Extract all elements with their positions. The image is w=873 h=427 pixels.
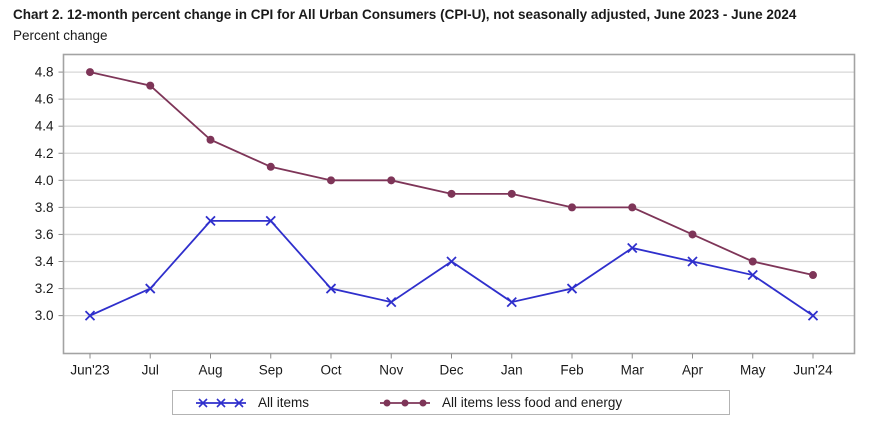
dot-marker-icon — [86, 68, 94, 77]
dot-marker-icon — [387, 176, 396, 185]
y-tick-label-3.8: 3.8 — [35, 200, 54, 215]
x-tick-label-2: Aug — [198, 363, 222, 378]
y-tick-label-3.6: 3.6 — [35, 227, 54, 242]
y-tick-label-4.2: 4.2 — [35, 146, 54, 161]
dot-marker-icon — [266, 162, 275, 171]
x-marker-icon — [265, 215, 276, 227]
series-line — [89, 71, 814, 276]
y-tick-label-4.4: 4.4 — [35, 119, 54, 134]
dot-marker-icon — [401, 399, 409, 406]
y-tick-label-3.2: 3.2 — [35, 281, 54, 296]
plot-frame — [62, 53, 856, 355]
y-tick-label-3.4: 3.4 — [35, 254, 54, 269]
y-axis-unit-label: Percent change — [13, 28, 108, 43]
dot-marker-icon — [568, 203, 576, 212]
legend-item-core: All items less food and energy — [379, 395, 622, 410]
x-tick-label-4: Oct — [320, 363, 341, 378]
dot-marker-icon — [809, 271, 817, 280]
y-tick-label-4.8: 4.8 — [35, 65, 54, 80]
y-tick-label-3.0: 3.0 — [35, 308, 54, 323]
legend-swatch-svg — [380, 399, 431, 406]
legend-item-all-items: All items — [195, 395, 309, 410]
dot-marker-icon — [507, 189, 516, 198]
x-tick-label-5: Nov — [379, 363, 403, 378]
dot-marker-icon — [447, 189, 456, 198]
legend-marker-all-items-icon — [195, 396, 247, 410]
x-marker-icon — [807, 310, 819, 321]
x-marker-icon — [506, 296, 517, 308]
x-tick-label-9: Mar — [621, 363, 645, 378]
x-marker-icon — [216, 397, 226, 408]
legend-label-all-items: All items — [258, 395, 310, 410]
x-tick-label-11: May — [740, 363, 766, 378]
chart-title: Chart 2. 12-month percent change in CPI … — [13, 7, 797, 22]
x-marker-icon — [747, 269, 758, 281]
x-tick-label-8: Feb — [560, 363, 583, 378]
series-core — [86, 68, 817, 280]
y-tick-label-4.6: 4.6 — [35, 92, 54, 107]
x-marker-icon — [145, 283, 156, 294]
x-marker-icon — [627, 242, 638, 254]
x-tick-label-6: Dec — [439, 363, 463, 378]
series-line — [89, 220, 814, 317]
dot-marker-icon — [419, 399, 427, 406]
x-marker-icon — [566, 283, 578, 294]
x-marker-icon — [84, 310, 96, 321]
x-marker-icon — [386, 296, 397, 308]
x-tick-label-7: Jan — [501, 363, 523, 378]
x-marker-icon — [198, 397, 208, 408]
dot-marker-icon — [628, 203, 637, 212]
x-marker-icon — [446, 256, 457, 267]
x-marker-icon — [325, 283, 337, 294]
dot-marker-icon — [206, 135, 215, 144]
dot-marker-icon — [327, 176, 335, 185]
dot-marker-icon — [748, 257, 757, 266]
x-tick-label-3: Sep — [259, 363, 283, 378]
x-tick-label-12: Jun'24 — [793, 363, 833, 378]
x-marker-icon — [234, 397, 244, 408]
dot-marker-icon — [383, 399, 391, 406]
legend-box: All items All items less food and energy — [172, 390, 730, 415]
legend-swatch-svg — [196, 397, 246, 408]
series-all-items — [84, 215, 819, 321]
y-tick-label-4.0: 4.0 — [35, 173, 54, 188]
x-marker-icon — [205, 215, 216, 227]
dot-marker-icon — [688, 230, 697, 239]
legend-marker-core-icon — [379, 396, 431, 410]
x-tick-label-0: Jun'23 — [70, 363, 109, 378]
x-marker-icon — [687, 256, 698, 267]
x-tick-label-1: Jul — [142, 363, 159, 378]
legend-label-core: All items less food and energy — [442, 395, 623, 410]
dot-marker-icon — [146, 81, 155, 90]
x-tick-label-10: Apr — [682, 363, 704, 378]
